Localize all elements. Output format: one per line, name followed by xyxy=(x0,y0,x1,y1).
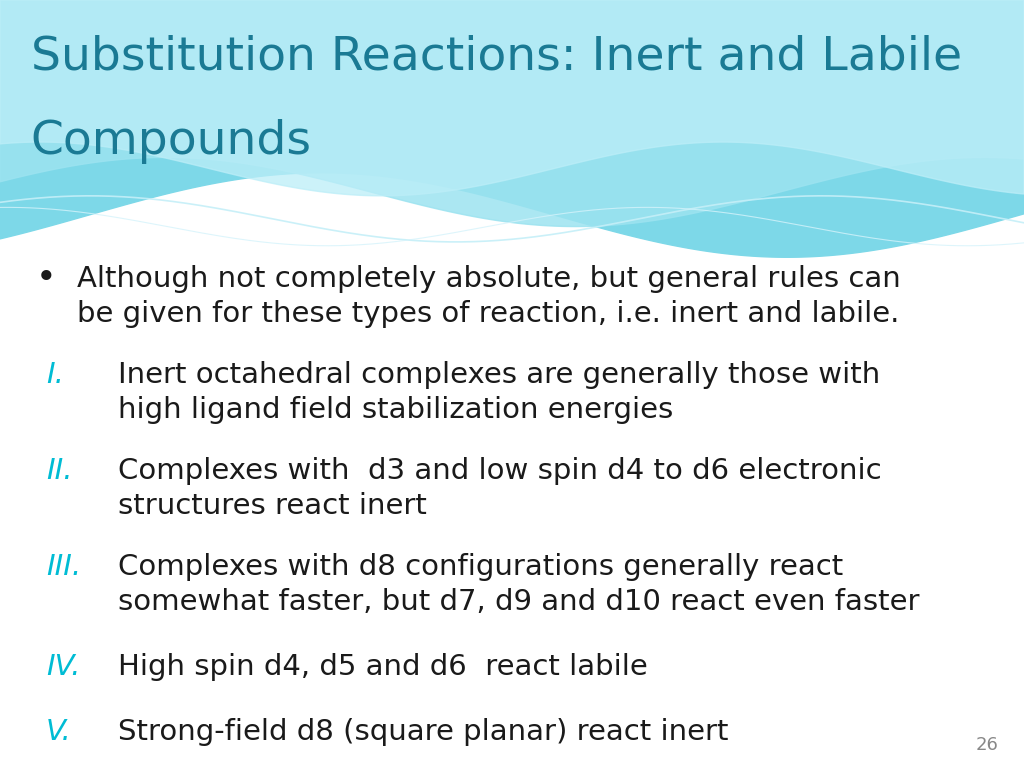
Text: V.: V. xyxy=(46,718,72,746)
Text: IV.: IV. xyxy=(46,653,81,680)
Text: Although not completely absolute, but general rules can
be given for these types: Although not completely absolute, but ge… xyxy=(77,265,900,328)
Text: Inert octahedral complexes are generally those with
high ligand field stabilizat: Inert octahedral complexes are generally… xyxy=(118,361,880,424)
Text: II.: II. xyxy=(46,457,73,485)
Text: III.: III. xyxy=(46,553,81,581)
Text: I.: I. xyxy=(46,361,63,389)
Polygon shape xyxy=(0,0,1024,257)
Text: Compounds: Compounds xyxy=(31,119,311,164)
Text: •: • xyxy=(36,261,56,295)
Text: High spin d4, d5 and d6  react labile: High spin d4, d5 and d6 react labile xyxy=(118,653,647,680)
Text: Strong-field d8 (square planar) react inert: Strong-field d8 (square planar) react in… xyxy=(118,718,728,746)
Text: Substitution Reactions: Inert and Labile: Substitution Reactions: Inert and Labile xyxy=(31,35,962,80)
Text: 26: 26 xyxy=(976,737,998,754)
Text: Complexes with d8 configurations generally react
somewhat faster, but d7, d9 and: Complexes with d8 configurations general… xyxy=(118,553,920,616)
Polygon shape xyxy=(0,0,1024,196)
Text: Complexes with  d3 and low spin d4 to d6 electronic
structures react inert: Complexes with d3 and low spin d4 to d6 … xyxy=(118,457,882,520)
Polygon shape xyxy=(0,0,1024,227)
